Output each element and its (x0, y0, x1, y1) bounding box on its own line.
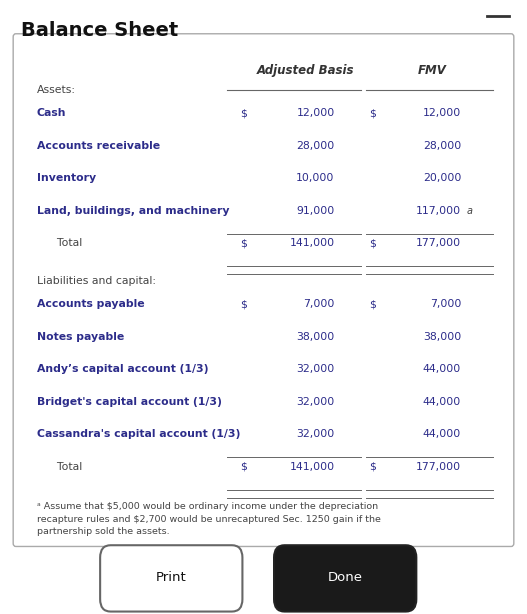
Text: Print: Print (156, 571, 187, 585)
FancyBboxPatch shape (13, 34, 514, 546)
FancyBboxPatch shape (100, 545, 242, 612)
Text: Land, buildings, and machinery: Land, buildings, and machinery (37, 206, 229, 216)
Text: 32,000: 32,000 (296, 429, 335, 439)
Text: 141,000: 141,000 (289, 238, 335, 248)
Text: $: $ (369, 462, 376, 472)
Text: a: a (466, 206, 472, 216)
Text: Bridget's capital account (1/3): Bridget's capital account (1/3) (37, 397, 222, 406)
Text: 44,000: 44,000 (423, 429, 461, 439)
Text: 12,000: 12,000 (423, 108, 461, 118)
Text: Total: Total (50, 238, 82, 248)
Text: $: $ (240, 299, 247, 309)
Text: Adjusted Basis: Adjusted Basis (257, 64, 355, 77)
Text: $: $ (369, 299, 376, 309)
Text: ᵃ Assume that $5,000 would be ordinary income under the depreciation
recapture r: ᵃ Assume that $5,000 would be ordinary i… (37, 502, 381, 536)
Text: FMV: FMV (418, 64, 446, 77)
Text: $: $ (369, 108, 376, 118)
Text: Inventory: Inventory (37, 173, 96, 183)
Text: Assets:: Assets: (37, 85, 76, 95)
Text: Total: Total (50, 462, 82, 472)
Text: 20,000: 20,000 (423, 173, 461, 183)
Text: Liabilities and capital:: Liabilities and capital: (37, 276, 156, 286)
Text: Andy’s capital account (1/3): Andy’s capital account (1/3) (37, 364, 208, 374)
Text: $: $ (369, 238, 376, 248)
Text: Accounts receivable: Accounts receivable (37, 141, 160, 150)
Text: $: $ (240, 108, 247, 118)
Text: 38,000: 38,000 (423, 332, 461, 341)
Text: 117,000: 117,000 (416, 206, 461, 216)
Text: Cash: Cash (37, 108, 66, 118)
Text: 32,000: 32,000 (296, 364, 335, 374)
Text: 7,000: 7,000 (430, 299, 461, 309)
Text: 91,000: 91,000 (296, 206, 335, 216)
Text: 141,000: 141,000 (289, 462, 335, 472)
Text: 44,000: 44,000 (423, 364, 461, 374)
Text: 177,000: 177,000 (416, 462, 461, 472)
Text: 7,000: 7,000 (303, 299, 335, 309)
Text: Done: Done (328, 571, 363, 585)
Text: 32,000: 32,000 (296, 397, 335, 406)
Text: 10,000: 10,000 (296, 173, 335, 183)
Text: 38,000: 38,000 (296, 332, 335, 341)
Text: 177,000: 177,000 (416, 238, 461, 248)
Text: 28,000: 28,000 (423, 141, 461, 150)
Text: Balance Sheet: Balance Sheet (21, 21, 178, 41)
Text: Notes payable: Notes payable (37, 332, 124, 341)
Text: Cassandra's capital account (1/3): Cassandra's capital account (1/3) (37, 429, 240, 439)
FancyBboxPatch shape (274, 545, 416, 612)
Text: $: $ (240, 238, 247, 248)
Text: 12,000: 12,000 (296, 108, 335, 118)
Text: 44,000: 44,000 (423, 397, 461, 406)
Text: $: $ (240, 462, 247, 472)
Text: 28,000: 28,000 (296, 141, 335, 150)
Text: Accounts payable: Accounts payable (37, 299, 144, 309)
